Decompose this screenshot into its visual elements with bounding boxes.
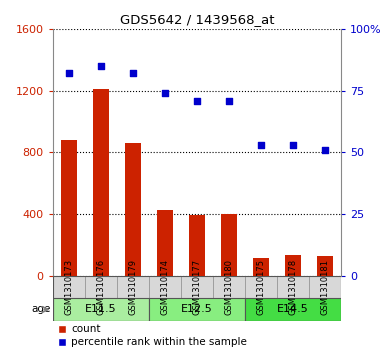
Bar	[53, 276, 85, 298]
Point	[130, 70, 136, 76]
Point	[194, 98, 200, 103]
Text: GSM1310181: GSM1310181	[321, 259, 330, 315]
Text: GSM1310173: GSM1310173	[64, 259, 73, 315]
Bar	[157, 209, 173, 276]
Bar	[181, 276, 213, 298]
Text: GSM1310179: GSM1310179	[128, 259, 137, 315]
Point	[66, 70, 72, 76]
Legend: count, percentile rank within the sample: count, percentile rank within the sample	[58, 324, 247, 347]
Bar	[245, 276, 277, 298]
Text: GSM1310180: GSM1310180	[225, 259, 234, 315]
Text: E14.5: E14.5	[277, 305, 309, 314]
Bar	[61, 140, 77, 276]
Bar	[309, 276, 341, 298]
Bar	[149, 298, 245, 321]
Text: E12.5: E12.5	[181, 305, 213, 314]
Bar	[253, 258, 269, 276]
Text: GSM1310174: GSM1310174	[160, 259, 169, 315]
Bar	[85, 276, 117, 298]
Text: GSM1310177: GSM1310177	[192, 259, 202, 315]
Bar	[285, 255, 301, 276]
Bar	[149, 276, 181, 298]
Bar	[245, 298, 341, 321]
Bar	[189, 215, 205, 276]
Bar	[53, 298, 149, 321]
Point	[290, 142, 296, 148]
Text: GSM1310176: GSM1310176	[96, 259, 105, 315]
Bar	[93, 89, 109, 276]
Bar	[317, 256, 333, 276]
Point	[258, 142, 264, 148]
Point	[226, 98, 232, 103]
Point	[162, 90, 168, 96]
Bar	[213, 276, 245, 298]
Bar	[221, 214, 237, 276]
Point	[322, 147, 328, 153]
Bar	[125, 143, 141, 276]
Text: GSM1310175: GSM1310175	[257, 259, 266, 315]
Text: age: age	[32, 305, 51, 314]
Bar	[277, 276, 309, 298]
Point	[98, 63, 104, 69]
Bar	[117, 276, 149, 298]
Text: GSM1310178: GSM1310178	[289, 259, 298, 315]
Title: GDS5642 / 1439568_at: GDS5642 / 1439568_at	[120, 13, 274, 26]
Text: E11.5: E11.5	[85, 305, 117, 314]
